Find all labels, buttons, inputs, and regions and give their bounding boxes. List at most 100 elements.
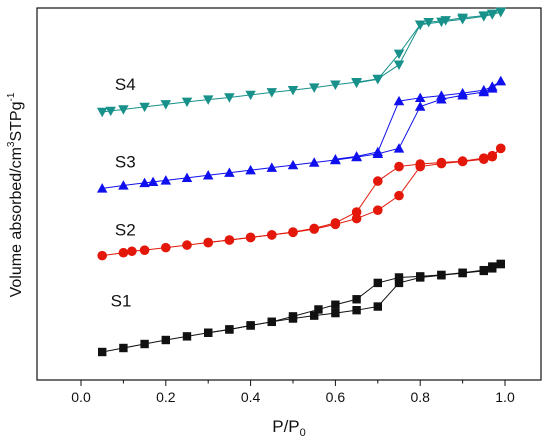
S4-adsorption-point — [245, 90, 256, 101]
S2-adsorption-line — [102, 148, 502, 257]
x-tick-label: 0.0 — [71, 389, 91, 405]
series-S2 — [97, 143, 506, 261]
S2-adsorption-point — [139, 245, 150, 255]
y-axis-label-mid: STPg — [8, 102, 25, 142]
S2-desorption-point — [224, 235, 235, 245]
S1-desorption-point — [331, 300, 340, 309]
S1-adsorption-point — [119, 343, 128, 353]
S3-adsorption-point — [266, 162, 278, 172]
S2-desorption-point — [373, 176, 383, 186]
S3-adsorption-point — [118, 180, 129, 190]
S2-desorption-point — [203, 237, 213, 248]
S2-adsorption-point — [118, 247, 129, 258]
S2-desorption-point — [267, 230, 277, 240]
S2-adsorption-point — [182, 240, 192, 250]
S3-desorption-point — [457, 87, 468, 98]
S1-desorption-point — [246, 321, 255, 330]
x-axis: 0.0 0.2 0.4 0.6 0.8 1.0 — [71, 380, 515, 405]
S2-desorption-point — [487, 150, 498, 161]
S1-desorption-point — [488, 262, 497, 271]
S1-desorption-point — [288, 312, 298, 321]
S4-adsorption-point — [393, 60, 405, 70]
y-axis-label: Volume absorbed/cm3STPg-1 — [6, 92, 25, 297]
S3-adsorption-line — [102, 80, 502, 189]
x-axis-label-subscript: 0 — [300, 427, 306, 439]
series-label-S2: S2 — [115, 221, 136, 240]
S4-desorption-line — [356, 11, 501, 84]
S1-desorption-point — [437, 270, 446, 280]
S4-adsorption-point — [202, 95, 214, 105]
S1-adsorption-point — [352, 305, 361, 315]
S3-desorption-point — [351, 151, 362, 161]
S1-desorption-point — [458, 268, 467, 277]
S4-adsorption-point — [330, 80, 341, 90]
S1-desorption-point — [416, 272, 425, 281]
S2-desorption-point — [479, 153, 489, 163]
S3-desorption-point — [436, 90, 447, 100]
S2-desorption-point — [415, 159, 426, 169]
S1-adsorption-point — [373, 302, 382, 311]
S4-adsorption-point — [181, 97, 193, 108]
S4-adsorption-point — [287, 85, 299, 96]
S4-desorption-point — [414, 20, 426, 30]
S3-desorption-line — [335, 80, 502, 160]
series-S1 — [98, 259, 505, 357]
S4-desorption-point — [351, 78, 362, 89]
S2-desorption-point — [245, 232, 256, 243]
series-labels: S4 S3 S2 S1 — [111, 75, 136, 310]
S4-adsorption-point — [266, 88, 278, 98]
S3-desorption-point — [495, 75, 507, 86]
series-S3 — [96, 75, 507, 193]
S4-adsorption-point — [139, 102, 150, 113]
S1-desorption-point — [394, 273, 404, 282]
S4-desorption-point — [393, 49, 405, 60]
S1-desorption-point — [267, 317, 276, 327]
S1-adsorption-point — [140, 339, 149, 349]
S2-desorption-point — [457, 156, 468, 166]
S2-desorption-point — [309, 223, 320, 234]
S3-desorption-point — [478, 84, 490, 95]
x-tick-label: 0.4 — [241, 389, 261, 405]
S1-adsorption-point — [310, 311, 319, 320]
S3-adsorption-point — [393, 143, 405, 153]
series-label-S1: S1 — [111, 292, 132, 311]
series-label-S4: S4 — [115, 75, 136, 94]
S3-adsorption-point — [139, 177, 150, 188]
S1-adsorption-point — [161, 335, 170, 345]
S2-desorption-point — [394, 161, 404, 172]
S4-adsorption-point — [105, 106, 116, 117]
x-axis-label-main: P/P — [272, 417, 299, 436]
S1-desorption-point — [479, 265, 488, 275]
S3-adsorption-point — [224, 167, 235, 177]
S4-adsorption-point — [96, 107, 108, 118]
S4-desorption-point — [478, 11, 490, 21]
S3-adsorption-point — [202, 170, 214, 180]
S2-adsorption-point — [161, 242, 171, 253]
S4-desorption-point — [487, 9, 498, 20]
S2-desorption-line — [208, 147, 502, 244]
S3-adsorption-point — [160, 175, 172, 185]
S1-desorption-point — [352, 295, 361, 304]
S3-desorption-point — [393, 95, 405, 106]
S4-adsorption-line — [102, 11, 501, 113]
S2-adsorption-point — [97, 250, 107, 261]
S2-adsorption-point — [394, 190, 404, 201]
S2-adsorption-point — [127, 246, 137, 257]
x-tick-label: 0.2 — [156, 389, 176, 405]
S1-desorption-point — [225, 325, 234, 334]
x-tick-label: 0.6 — [326, 389, 346, 405]
S1-adsorption-point — [331, 308, 340, 318]
S1-adsorption-point — [182, 332, 192, 341]
S3-adsorption-point — [245, 164, 256, 175]
S2-desorption-point — [495, 143, 506, 154]
S3-desorption-point — [414, 92, 426, 103]
x-tick-label: 0.8 — [410, 389, 430, 405]
S3-desorption-point — [330, 154, 341, 164]
series-layer — [96, 7, 507, 357]
plot-frame — [36, 7, 542, 381]
S2-adsorption-point — [373, 205, 383, 215]
S4-desorption-point — [423, 17, 434, 28]
S1-desorption-point — [314, 305, 323, 314]
y-axis-label-sup2: -1 — [6, 92, 17, 101]
